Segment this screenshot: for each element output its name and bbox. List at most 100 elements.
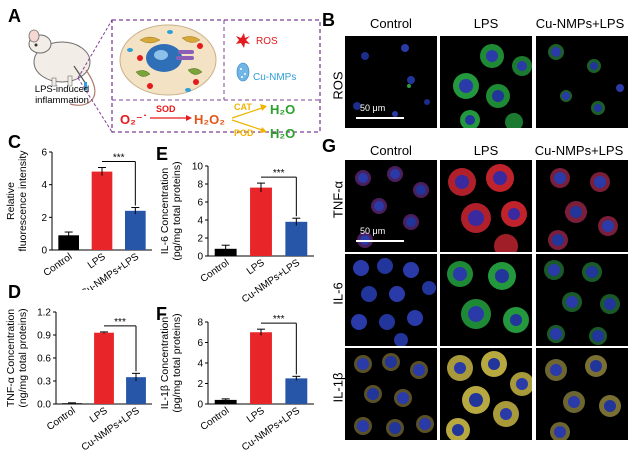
panel-g-row-label: TNF-α bbox=[330, 180, 346, 219]
pod-label: POD bbox=[234, 128, 254, 138]
y-tick-label: 2 bbox=[41, 213, 47, 224]
mouse-illustration bbox=[28, 29, 96, 106]
sod-label: SOD bbox=[156, 104, 176, 114]
h2o-label-bottom: H₂O bbox=[270, 126, 295, 140]
panel-b-column-title: Control bbox=[370, 16, 412, 31]
category-label: Control bbox=[199, 405, 232, 433]
micrograph-il6-control bbox=[345, 254, 437, 346]
panel-g-scalebar bbox=[356, 240, 404, 242]
panel-label-b: B bbox=[322, 10, 335, 30]
y-tick-label: 2 bbox=[197, 379, 203, 390]
y-tick-label: 4 bbox=[197, 216, 203, 227]
y-tick-label: 4 bbox=[41, 180, 47, 191]
y-tick-label: 6 bbox=[197, 338, 203, 349]
schematic-frame bbox=[111, 19, 321, 133]
y-tick-label: 0 bbox=[197, 400, 203, 411]
y-tick-label: 6 bbox=[197, 198, 203, 209]
y-tick-label: 10 bbox=[192, 162, 204, 173]
panel-b-column-title: Cu-NMPs+LPS bbox=[535, 16, 625, 31]
y-axis-label: IL-1β Concentration(pg/mg total proteins… bbox=[159, 313, 183, 412]
micrograph-ros-lps bbox=[440, 36, 532, 128]
micrograph-il1b-lps bbox=[440, 348, 532, 440]
panel-g-column-title: Cu-NMPs+LPS bbox=[534, 143, 624, 158]
bar-cu-nmps-lps bbox=[285, 221, 308, 256]
cat-label: CAT bbox=[234, 102, 252, 112]
bar-control bbox=[58, 235, 79, 250]
panel-label-d: D bbox=[8, 282, 21, 302]
y-tick-label: 0.9 bbox=[37, 331, 51, 342]
y-tick-label: 4 bbox=[197, 359, 203, 370]
panel-label-c: C bbox=[8, 132, 21, 152]
cu-nmps-legend-icon bbox=[236, 62, 250, 82]
panel-label-a: A bbox=[8, 6, 21, 26]
panel-label-g: G bbox=[322, 136, 337, 156]
bar-cu-nmps-lps bbox=[126, 377, 146, 404]
legend-cu-nmps-label: Cu-NMPs bbox=[253, 72, 296, 83]
bar-lps bbox=[94, 332, 114, 404]
h2o2-label: H₂O₂ bbox=[194, 112, 225, 127]
superoxide-label: O₂⁻˙ bbox=[120, 112, 147, 127]
bar-chart-d: 0.0 0.3 0.6 0.9 1.2 TNF-α Concentration(ng/mg… bbox=[5, 308, 152, 454]
pod-arrow bbox=[231, 119, 263, 131]
panel-g-column-title: Control bbox=[370, 143, 412, 158]
h2o-label-top: H₂O bbox=[270, 102, 295, 117]
panel-b-scalebar-label: 50 μm bbox=[360, 103, 386, 113]
panel-b-row-label: ROS bbox=[330, 71, 346, 100]
significance-label: *** bbox=[113, 153, 125, 164]
y-tick-label: 8 bbox=[197, 180, 203, 191]
category-label: Cu-NMPs+LPS bbox=[79, 251, 141, 290]
panel-b-column-title: LPS bbox=[473, 16, 499, 31]
mouse-caption: LPS-induced inflammation bbox=[34, 84, 90, 106]
bar-control bbox=[62, 403, 82, 405]
bar-lps bbox=[250, 187, 272, 256]
micrograph-il6-lps bbox=[440, 254, 532, 346]
panel-g-scalebar-label: 50 μm bbox=[360, 226, 386, 236]
schematic-panel-a: ROS Cu-NMPs O₂⁻˙ SOD H₂O₂ CAT POD H₂O H₂… bbox=[28, 19, 321, 140]
y-axis-label: Relativefluorescence intensity bbox=[5, 150, 29, 252]
panel-label-e: E bbox=[156, 144, 169, 164]
bar-lps bbox=[91, 171, 113, 250]
bar-chart-f: 0 2 4 6 8 IL-1β Concentration(pg/mg total pro… bbox=[159, 313, 314, 454]
y-axis-label: IL-6 Concentration(pg/mg total proteins) bbox=[159, 161, 183, 260]
panel-g-column-title: LPS bbox=[473, 143, 499, 158]
micrograph-tnf-cu-nmps-lps bbox=[536, 160, 628, 252]
bar-chart-e: 0 2 4 6 8 10 IL-6 Concentration(pg/mg total pr… bbox=[159, 161, 314, 302]
y-tick-label: 8 bbox=[197, 318, 203, 329]
legend-ros-label: ROS bbox=[256, 36, 278, 47]
y-tick-label: 0.6 bbox=[37, 354, 51, 365]
category-label: Cu-NMPs+LPS bbox=[80, 405, 142, 453]
panel-g-row-label: IL-1β bbox=[330, 372, 346, 403]
significance-label: *** bbox=[273, 168, 285, 179]
category-label: LPS bbox=[245, 257, 267, 277]
y-tick-label: 1.2 bbox=[37, 308, 51, 319]
cat-arrow bbox=[231, 107, 263, 119]
y-tick-label: 2 bbox=[197, 234, 203, 245]
connector-line bbox=[77, 77, 113, 133]
micrograph-il1b-control bbox=[345, 348, 437, 440]
y-axis-label: TNF-α Concentration(ng/mg total proteins… bbox=[5, 308, 29, 407]
bar-control bbox=[214, 399, 237, 404]
significance-label: *** bbox=[273, 314, 285, 325]
connector-line bbox=[77, 19, 113, 79]
micrograph-il6-cu-nmps-lps bbox=[536, 254, 628, 346]
category-label: LPS bbox=[86, 251, 108, 271]
panel-label-f: F bbox=[156, 304, 167, 324]
cell-illustration bbox=[119, 24, 217, 96]
y-tick-label: 0 bbox=[41, 246, 47, 257]
bar-lps bbox=[250, 332, 272, 404]
category-label: Control bbox=[199, 257, 232, 285]
panel-g-row-label: IL-6 bbox=[330, 282, 346, 305]
category-label: Cu-NMPs+LPS bbox=[240, 257, 302, 302]
micrograph-ros-control bbox=[345, 36, 437, 128]
micrograph-il1b-cu-nmps-lps bbox=[536, 348, 628, 440]
micrograph-tnf-control bbox=[345, 160, 437, 252]
y-tick-label: 0.3 bbox=[37, 377, 51, 388]
y-tick-label: 0.0 bbox=[37, 400, 51, 411]
micrograph-ros-cu-nmps-lps bbox=[536, 36, 628, 128]
bar-cu-nmps-lps bbox=[125, 210, 146, 250]
y-tick-label: 0 bbox=[197, 252, 203, 263]
category-label: LPS bbox=[88, 405, 110, 425]
panel-b-scalebar bbox=[356, 117, 404, 119]
ros-legend-icon bbox=[236, 33, 250, 48]
category-label: LPS bbox=[245, 405, 267, 425]
